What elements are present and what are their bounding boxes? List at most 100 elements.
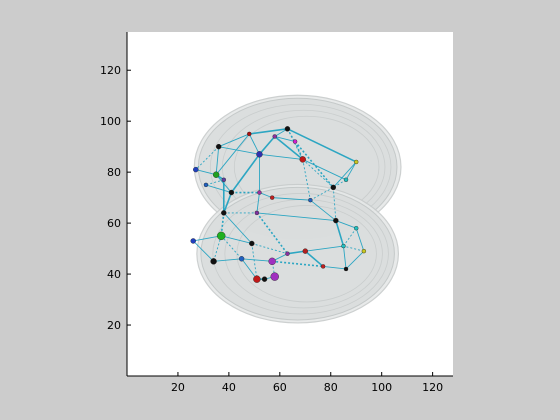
network-node [299, 156, 306, 163]
network-node [253, 275, 261, 283]
network-edge [218, 133, 250, 148]
lower-hemisphere [196, 183, 400, 324]
network-node [284, 126, 291, 132]
brain-surface [193, 94, 402, 324]
network-node [193, 166, 199, 173]
network-edge [195, 146, 220, 170]
network-edge [256, 192, 260, 213]
network-edge [259, 192, 273, 199]
network-node [190, 238, 196, 244]
y-tick-label: 60 [107, 217, 121, 230]
network-node [215, 143, 222, 150]
x-tick-label: 120 [422, 381, 443, 394]
network-edge [241, 258, 273, 262]
axis-ticks: 20 40 60 80 100 120 20 40 60 80 100 120 [100, 64, 443, 394]
network-node [361, 248, 367, 254]
network-nodes [190, 126, 367, 283]
network-edge [310, 187, 334, 201]
y-tick-label: 80 [107, 166, 121, 179]
network-edge [272, 260, 324, 268]
network-edge [213, 235, 222, 262]
network-edge [294, 141, 334, 188]
x-tick-label: 80 [324, 381, 338, 394]
network-node [341, 243, 346, 249]
network-edge [195, 169, 217, 176]
network-edge [332, 187, 337, 221]
network-edge [302, 159, 311, 201]
network-node [269, 195, 275, 200]
network-edge [205, 184, 232, 193]
network-edge [287, 128, 304, 160]
network-edge [230, 153, 261, 194]
network-node [302, 248, 308, 254]
network-edge [192, 240, 214, 262]
network-edge [223, 212, 253, 244]
network-node [217, 231, 226, 241]
network-node [270, 272, 279, 281]
network-edge [221, 235, 252, 244]
network-node [257, 190, 262, 195]
network-edge [213, 258, 242, 262]
network-node [343, 266, 349, 272]
network-edge [335, 220, 357, 229]
network-edge [274, 136, 296, 143]
network-edge [323, 265, 347, 270]
network-edge [287, 250, 306, 255]
network-edge [304, 250, 324, 268]
network-node [272, 134, 277, 139]
network-node [221, 210, 227, 216]
network-edge [249, 128, 288, 135]
network-node [354, 159, 359, 165]
network-edge [256, 212, 289, 255]
network-node [330, 184, 336, 191]
network-node [254, 210, 260, 216]
y-tick-label: 20 [107, 319, 121, 332]
network-edge [215, 133, 250, 175]
network-node [249, 240, 255, 247]
network-node [261, 276, 268, 282]
network-edge [205, 179, 224, 186]
network-edge [193, 235, 222, 242]
network-node [320, 264, 326, 269]
network-node [285, 251, 290, 256]
network-edge [332, 161, 357, 188]
y-tick-label: 100 [100, 115, 121, 128]
network-node [212, 171, 220, 178]
network-edge [256, 212, 336, 222]
x-tick-label: 100 [371, 381, 392, 394]
network-edge [259, 153, 303, 160]
network-node [308, 197, 313, 203]
network-edge [343, 245, 347, 270]
network-edge [345, 250, 365, 270]
network-edge [310, 199, 337, 221]
x-tick-label: 20 [171, 381, 185, 394]
y-tick-label: 120 [100, 64, 121, 77]
network-edges [192, 128, 365, 280]
network-edge [305, 245, 344, 252]
network-edge [241, 258, 258, 280]
network-node [210, 258, 217, 265]
network-edge [220, 235, 242, 260]
network-edge [258, 135, 276, 155]
network-edge [302, 159, 334, 188]
network-node [354, 226, 359, 231]
network-edge [223, 192, 233, 214]
network-edge [355, 228, 365, 252]
network-node [238, 256, 245, 262]
network-edge [218, 146, 260, 155]
network-edge [287, 128, 357, 163]
network-node [333, 217, 339, 224]
x-tick-label: 60 [273, 381, 287, 394]
network-node [343, 177, 349, 182]
network-edge [302, 159, 347, 181]
x-tick-label: 40 [222, 381, 236, 394]
network-node [228, 189, 235, 196]
network-edge [215, 146, 220, 175]
network-node [268, 257, 276, 266]
network-edge [343, 245, 364, 252]
network-edge [345, 161, 357, 181]
network-edge [274, 135, 304, 161]
y-tick-label: 40 [107, 268, 121, 281]
